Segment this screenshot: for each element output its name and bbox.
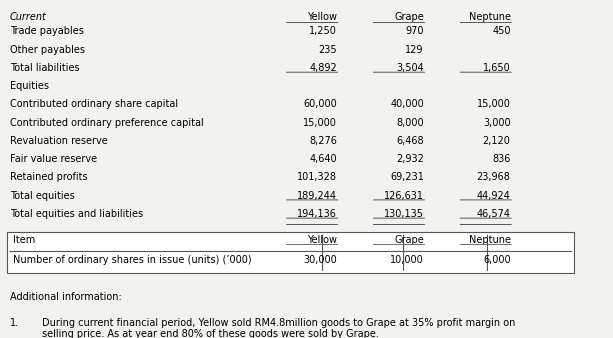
Text: 44,924: 44,924	[477, 191, 511, 201]
Text: Retained profits: Retained profits	[10, 172, 88, 183]
Text: Revaluation reserve: Revaluation reserve	[10, 136, 108, 146]
Text: 129: 129	[405, 45, 424, 55]
Text: Other payables: Other payables	[10, 45, 85, 55]
Text: During current financial period, Yellow sold RM4.8million goods to Grape at 35% : During current financial period, Yellow …	[42, 318, 516, 338]
Text: 4,892: 4,892	[310, 63, 337, 73]
Text: Trade payables: Trade payables	[10, 26, 84, 37]
Text: Total equities: Total equities	[10, 191, 75, 201]
Text: Total equities and liabilities: Total equities and liabilities	[10, 209, 143, 219]
FancyBboxPatch shape	[7, 232, 574, 273]
Text: Number of ordinary shares in issue (units) (’000): Number of ordinary shares in issue (unit…	[13, 255, 251, 265]
Text: Item: Item	[13, 235, 35, 245]
Text: Yellow: Yellow	[307, 11, 337, 22]
Text: 15,000: 15,000	[477, 99, 511, 110]
Text: 235: 235	[318, 45, 337, 55]
Text: 1.: 1.	[10, 318, 19, 328]
Text: Current: Current	[10, 11, 47, 22]
Text: 2,120: 2,120	[483, 136, 511, 146]
Text: 101,328: 101,328	[297, 172, 337, 183]
Text: 130,135: 130,135	[384, 209, 424, 219]
Text: Fair value reserve: Fair value reserve	[10, 154, 97, 164]
Text: Yellow: Yellow	[307, 235, 337, 245]
Text: Contributed ordinary preference capital: Contributed ordinary preference capital	[10, 118, 204, 128]
Text: Grape: Grape	[394, 235, 424, 245]
Text: 1,650: 1,650	[483, 63, 511, 73]
Text: 8,000: 8,000	[396, 118, 424, 128]
Text: Neptune: Neptune	[468, 11, 511, 22]
Text: 69,231: 69,231	[390, 172, 424, 183]
Text: 46,574: 46,574	[477, 209, 511, 219]
Text: 15,000: 15,000	[303, 118, 337, 128]
Text: 40,000: 40,000	[390, 99, 424, 110]
Text: 4,640: 4,640	[310, 154, 337, 164]
Text: 23,968: 23,968	[477, 172, 511, 183]
Text: 450: 450	[492, 26, 511, 37]
Text: 126,631: 126,631	[384, 191, 424, 201]
Text: 189,244: 189,244	[297, 191, 337, 201]
Text: 10,000: 10,000	[390, 255, 424, 265]
Text: 3,000: 3,000	[483, 118, 511, 128]
Text: Neptune: Neptune	[468, 235, 511, 245]
Text: 8,276: 8,276	[309, 136, 337, 146]
Text: Contributed ordinary share capital: Contributed ordinary share capital	[10, 99, 178, 110]
Text: 60,000: 60,000	[303, 99, 337, 110]
Text: 1,250: 1,250	[309, 26, 337, 37]
Text: 970: 970	[405, 26, 424, 37]
Text: 3,504: 3,504	[396, 63, 424, 73]
Text: Grape: Grape	[394, 11, 424, 22]
Text: Additional information:: Additional information:	[10, 292, 122, 302]
Text: 6,000: 6,000	[483, 255, 511, 265]
Text: 2,932: 2,932	[396, 154, 424, 164]
Text: Total liabilities: Total liabilities	[10, 63, 80, 73]
Text: Equities: Equities	[10, 81, 49, 91]
Text: 194,136: 194,136	[297, 209, 337, 219]
Text: 6,468: 6,468	[396, 136, 424, 146]
Text: 836: 836	[492, 154, 511, 164]
Text: 30,000: 30,000	[303, 255, 337, 265]
